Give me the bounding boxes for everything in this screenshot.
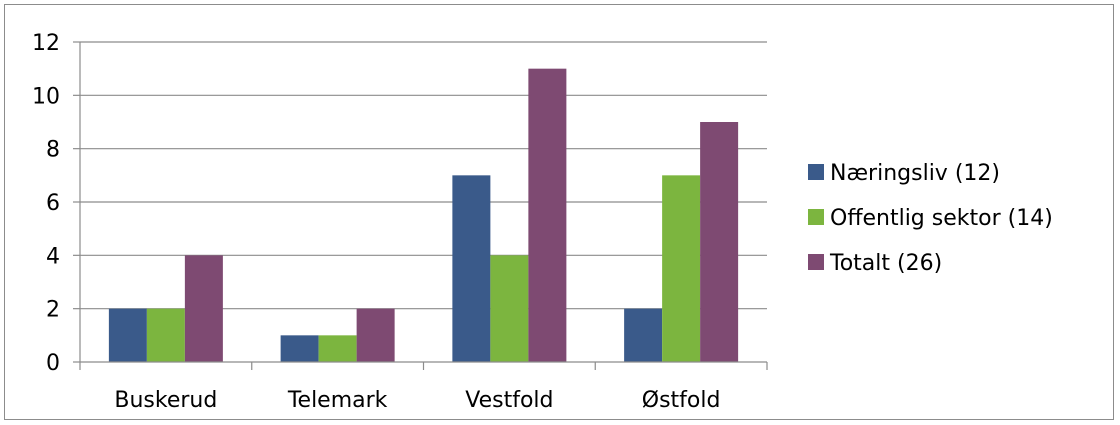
legend-swatch	[808, 254, 824, 270]
bar	[452, 175, 491, 362]
y-tick-label: 0	[46, 351, 60, 376]
bar	[280, 335, 319, 362]
legend-swatch	[808, 209, 824, 225]
y-tick-label: 8	[46, 138, 60, 163]
y-tick-label: 4	[46, 244, 60, 269]
legend-label: Næringsliv (12)	[830, 161, 1000, 186]
x-category-label: Buskerud	[114, 388, 217, 413]
y-tick-label: 10	[32, 84, 60, 109]
bar	[318, 335, 357, 362]
x-category-label: Vestfold	[465, 388, 553, 413]
bar	[146, 308, 185, 362]
legend-label: Totalt (26)	[829, 251, 942, 276]
y-tick-label: 2	[46, 298, 60, 323]
legend-label: Offentlig sektor (14)	[830, 206, 1053, 231]
bar	[490, 255, 529, 362]
bars	[108, 68, 739, 363]
y-tick-label: 12	[32, 31, 60, 56]
bar	[700, 122, 739, 362]
bar	[108, 308, 147, 362]
axes: 0 2 4 6 8 10 12 Buskerud Telemark Vestfold Østfold	[32, 31, 768, 413]
bar	[528, 68, 567, 363]
y-tick-label: 6	[46, 191, 60, 216]
x-category-label: Østfold	[642, 388, 721, 413]
bar	[184, 255, 223, 362]
legend-swatch	[808, 164, 824, 180]
x-category-label: Telemark	[287, 388, 388, 413]
bar	[662, 175, 701, 362]
bar	[624, 308, 663, 362]
bar	[356, 308, 395, 362]
legend: Næringsliv (12) Offentlig sektor (14) Tota…	[808, 161, 1053, 276]
